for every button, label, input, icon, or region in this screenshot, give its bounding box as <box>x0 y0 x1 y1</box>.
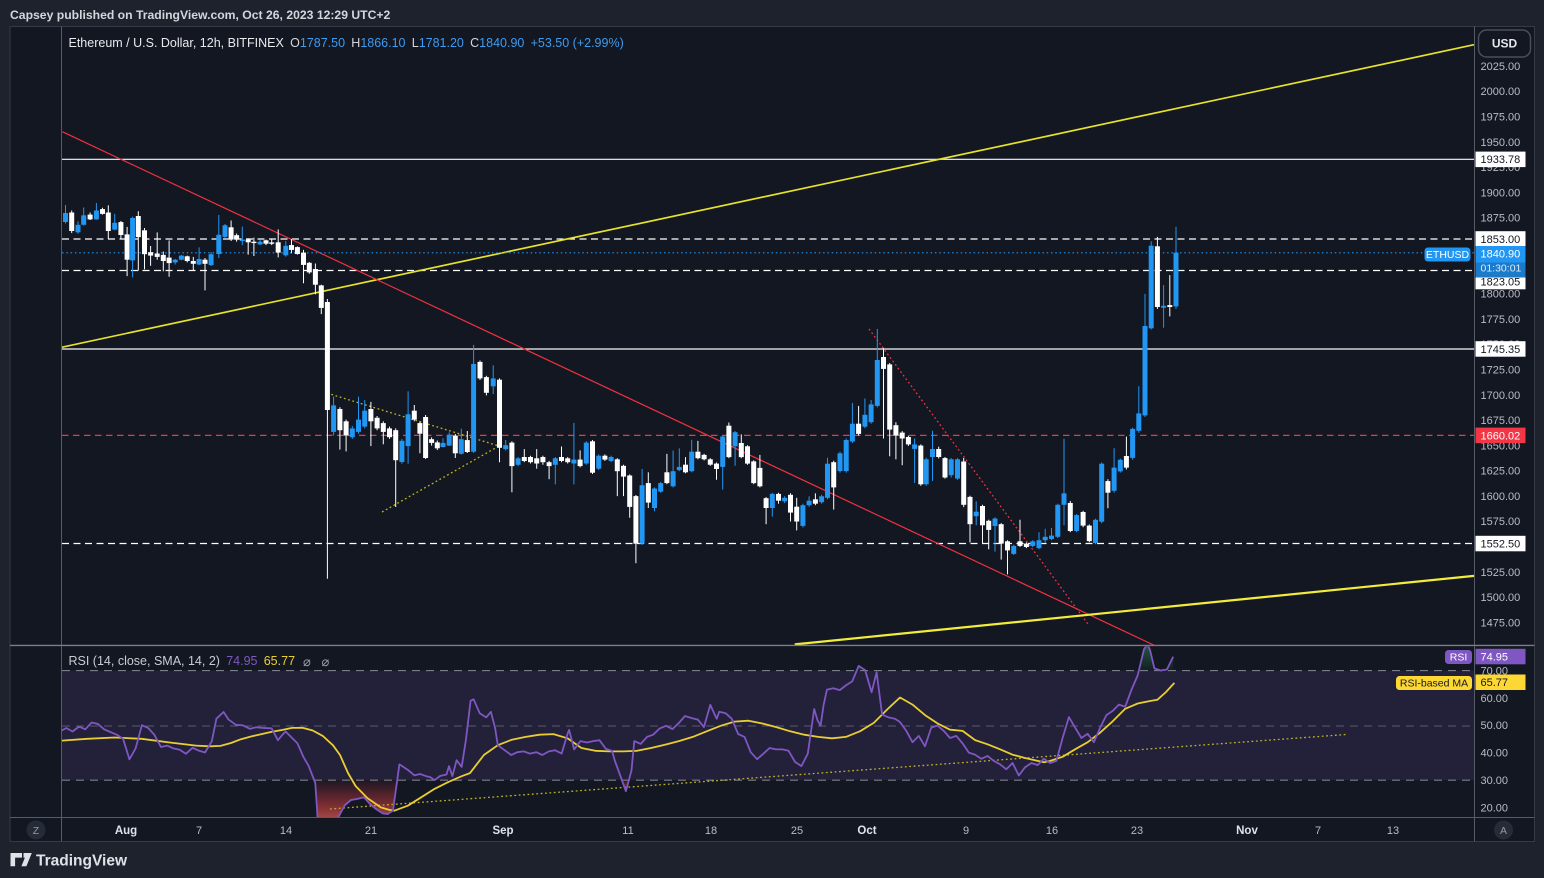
svg-text:1933.78: 1933.78 <box>1481 154 1521 166</box>
svg-text:1600.00: 1600.00 <box>1481 491 1521 503</box>
svg-text:1875.00: 1875.00 <box>1481 213 1521 225</box>
svg-text:⌀: ⌀ <box>322 654 330 669</box>
svg-text:1650.00: 1650.00 <box>1481 440 1521 452</box>
svg-text:RSI: RSI <box>1450 652 1468 664</box>
svg-text:USD: USD <box>1492 37 1518 51</box>
svg-text:1660.02: 1660.02 <box>1481 430 1521 442</box>
svg-text:23: 23 <box>1131 825 1143 837</box>
svg-text:74.95: 74.95 <box>1481 651 1509 663</box>
svg-text:7: 7 <box>196 825 202 837</box>
svg-text:40.00: 40.00 <box>1481 748 1509 760</box>
svg-text:7: 7 <box>1315 825 1321 837</box>
svg-text:RSI-based MA: RSI-based MA <box>1400 678 1468 690</box>
svg-text:01:30:01: 01:30:01 <box>1481 263 1522 275</box>
svg-text:1475.00: 1475.00 <box>1481 618 1521 630</box>
svg-text:30.00: 30.00 <box>1481 775 1509 787</box>
svg-text:1575.00: 1575.00 <box>1481 516 1521 528</box>
svg-text:Z: Z <box>33 825 40 837</box>
svg-text:1625.00: 1625.00 <box>1481 466 1521 478</box>
svg-text:1552.50: 1552.50 <box>1481 538 1521 550</box>
svg-text:1525.00: 1525.00 <box>1481 567 1521 579</box>
svg-text:60.00: 60.00 <box>1481 693 1509 705</box>
svg-text:11: 11 <box>622 825 633 837</box>
svg-text:Oct: Oct <box>857 825 876 837</box>
svg-text:Capsey published on TradingVie: Capsey published on TradingView.com, Oct… <box>10 8 391 22</box>
svg-text:16: 16 <box>1046 825 1058 837</box>
svg-text:Aug: Aug <box>115 825 137 837</box>
svg-text:1700.00: 1700.00 <box>1481 390 1521 402</box>
svg-text:21: 21 <box>365 825 377 837</box>
svg-text:TradingView: TradingView <box>36 853 128 870</box>
svg-text:65.77: 65.77 <box>1481 677 1509 689</box>
svg-text:50.00: 50.00 <box>1481 720 1509 732</box>
svg-text:18: 18 <box>705 825 717 837</box>
svg-text:1853.00: 1853.00 <box>1481 234 1521 246</box>
svg-text:25: 25 <box>791 825 803 837</box>
svg-text:ETHUSD: ETHUSD <box>1426 249 1470 261</box>
svg-text:1840.90: 1840.90 <box>1481 249 1521 261</box>
svg-text:Sep: Sep <box>492 825 513 837</box>
svg-text:Nov: Nov <box>1236 825 1258 837</box>
svg-text:1800.00: 1800.00 <box>1481 289 1521 301</box>
svg-text:1950.00: 1950.00 <box>1481 137 1521 149</box>
svg-text:RSI (14, close, SMA, 14, 2) 74: RSI (14, close, SMA, 14, 2) 74.95 65.77 <box>69 654 296 668</box>
svg-text:1975.00: 1975.00 <box>1481 111 1521 123</box>
svg-text:14: 14 <box>280 825 292 837</box>
svg-text:A: A <box>1500 825 1507 837</box>
svg-text:1900.00: 1900.00 <box>1481 187 1521 199</box>
svg-text:Ethereum / U.S. Dollar, 12h, B: Ethereum / U.S. Dollar, 12h, BITFINEX O1… <box>69 36 624 50</box>
svg-text:1745.35: 1745.35 <box>1481 344 1521 356</box>
svg-text:1500.00: 1500.00 <box>1481 592 1521 604</box>
svg-text:9: 9 <box>963 825 969 837</box>
svg-text:2025.00: 2025.00 <box>1481 61 1521 73</box>
svg-text:1725.00: 1725.00 <box>1481 365 1521 377</box>
svg-text:1823.05: 1823.05 <box>1481 276 1521 288</box>
svg-text:1675.00: 1675.00 <box>1481 415 1521 427</box>
svg-text:2000.00: 2000.00 <box>1481 86 1521 98</box>
svg-text:13: 13 <box>1387 825 1399 837</box>
svg-text:1775.00: 1775.00 <box>1481 314 1521 326</box>
svg-text:20.00: 20.00 <box>1481 803 1509 815</box>
svg-text:⌀: ⌀ <box>303 654 311 669</box>
